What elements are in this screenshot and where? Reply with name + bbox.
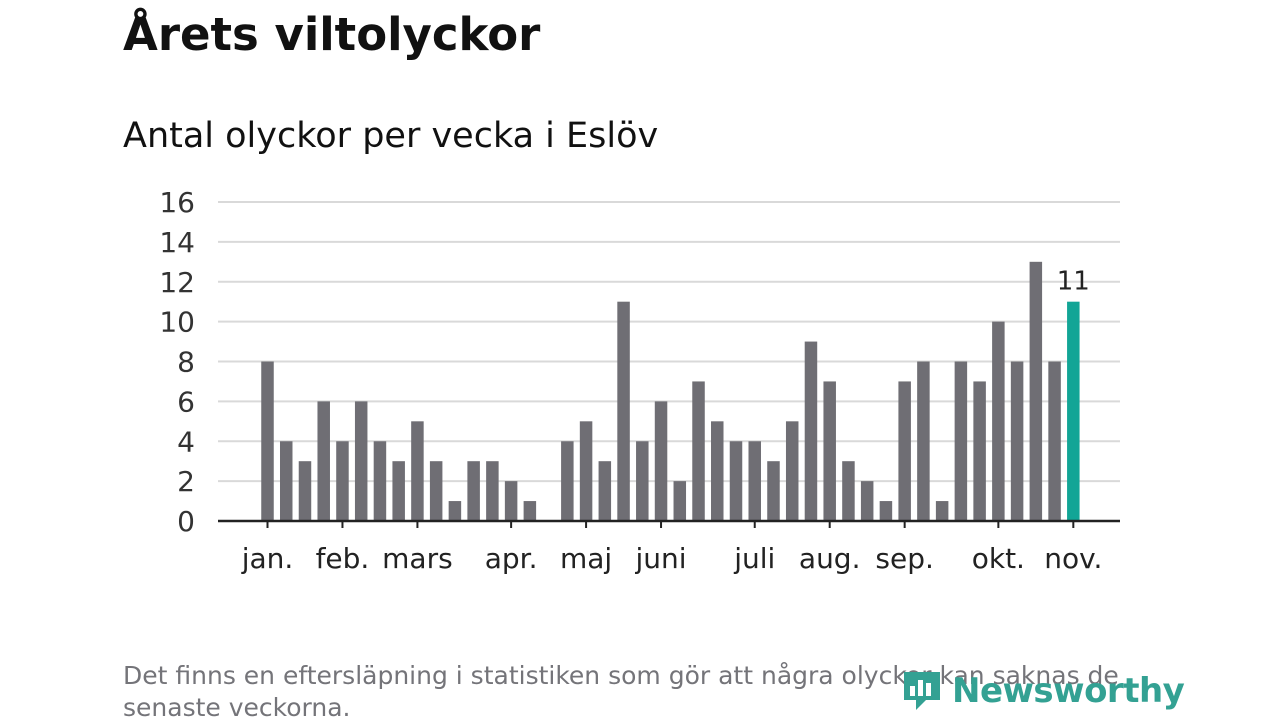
bar <box>523 501 537 521</box>
y-tick-label: 0 <box>177 505 195 538</box>
chart-subtitle: Antal olyckor per vecka i Eslöv <box>123 116 659 156</box>
bar <box>954 361 968 521</box>
bar <box>935 501 949 521</box>
bar <box>729 441 743 521</box>
bar <box>392 461 405 521</box>
y-tick-label: 6 <box>177 385 195 418</box>
bar <box>711 421 724 521</box>
y-tick-label: 16 <box>159 186 195 219</box>
bar <box>429 461 443 521</box>
brand-name: Newsworthy <box>952 671 1185 711</box>
bar-highlight <box>1067 301 1080 521</box>
x-tick-label: juni <box>635 542 687 575</box>
y-tick-label: 12 <box>159 266 195 299</box>
bar <box>561 441 574 521</box>
bar <box>785 421 799 521</box>
bar <box>617 301 630 521</box>
bar <box>879 501 893 521</box>
bar <box>1029 261 1043 521</box>
bar <box>1010 361 1024 521</box>
bar <box>298 461 312 521</box>
bar <box>467 461 480 521</box>
bar-value-label: 11 <box>1057 267 1090 297</box>
y-tick-label: 10 <box>159 306 195 339</box>
bar <box>823 381 836 521</box>
y-tick-label: 14 <box>159 226 195 259</box>
bar <box>411 421 424 521</box>
bar <box>598 461 612 521</box>
bar <box>917 361 930 521</box>
bar <box>354 401 368 521</box>
x-tick-label: mars <box>382 542 453 575</box>
bar <box>654 401 668 521</box>
bar <box>636 441 649 521</box>
bar <box>992 321 1005 521</box>
bar <box>448 501 462 521</box>
bar <box>579 421 593 521</box>
bar <box>317 401 330 521</box>
bar <box>279 441 293 521</box>
x-tick-label: juli <box>733 542 775 575</box>
bar <box>673 481 687 521</box>
x-tick-label: sep. <box>875 542 934 575</box>
bar <box>1048 361 1061 521</box>
x-tick-label: okt. <box>972 542 1025 575</box>
newsworthy-logo: Newsworthy <box>900 668 1185 714</box>
bar <box>336 441 349 521</box>
bar <box>261 361 274 521</box>
bar <box>486 461 499 521</box>
bar <box>373 441 387 521</box>
bar <box>973 381 986 521</box>
bar <box>692 381 705 521</box>
bar <box>504 481 518 521</box>
bar <box>842 461 855 521</box>
bar <box>804 341 818 521</box>
bar <box>748 441 761 521</box>
newsworthy-icon <box>904 672 940 710</box>
y-tick-label: 2 <box>177 465 195 498</box>
footnote: Det finns en eftersläpning i statistiken… <box>123 661 1119 722</box>
x-tick-label: aug. <box>799 542 861 575</box>
page-title: Årets viltolyckor <box>123 8 541 61</box>
y-tick-label: 4 <box>177 425 195 458</box>
x-tick-label: feb. <box>316 542 370 575</box>
x-tick-label: jan. <box>241 542 294 575</box>
x-tick-label: apr. <box>485 542 538 575</box>
bar <box>860 481 874 521</box>
bar <box>767 461 780 521</box>
x-tick-label: nov. <box>1044 542 1102 575</box>
x-tick-label: maj <box>560 542 612 575</box>
bar <box>898 381 911 521</box>
y-tick-label: 8 <box>177 346 195 379</box>
